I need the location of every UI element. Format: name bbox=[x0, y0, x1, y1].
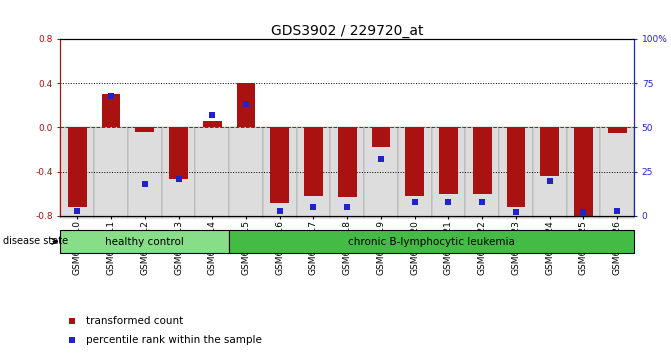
Point bbox=[241, 102, 252, 107]
Bar bbox=[499, 127, 533, 218]
Bar bbox=[405, 127, 424, 196]
Bar bbox=[169, 127, 188, 179]
Bar bbox=[398, 127, 431, 218]
Bar bbox=[608, 127, 627, 133]
Point bbox=[207, 112, 217, 118]
Bar bbox=[601, 127, 634, 218]
Bar bbox=[60, 127, 94, 218]
Text: transformed count: transformed count bbox=[86, 316, 183, 326]
Bar bbox=[94, 127, 128, 218]
Text: healthy control: healthy control bbox=[105, 236, 185, 247]
Bar bbox=[162, 127, 195, 218]
Bar bbox=[128, 127, 162, 218]
Bar bbox=[533, 127, 566, 218]
Title: GDS3902 / 229720_at: GDS3902 / 229720_at bbox=[271, 24, 423, 38]
Bar bbox=[372, 127, 391, 147]
Bar bbox=[195, 127, 229, 218]
Point bbox=[578, 210, 589, 215]
Bar bbox=[68, 127, 87, 207]
Point bbox=[511, 210, 521, 215]
Bar bbox=[338, 127, 356, 197]
Bar bbox=[431, 127, 466, 218]
Text: chronic B-lymphocytic leukemia: chronic B-lymphocytic leukemia bbox=[348, 236, 515, 247]
Point bbox=[443, 199, 454, 205]
Bar bbox=[574, 127, 592, 218]
Bar bbox=[364, 127, 398, 218]
Point bbox=[274, 208, 285, 213]
Bar bbox=[507, 127, 525, 207]
Text: disease state: disease state bbox=[3, 236, 68, 246]
Point bbox=[612, 208, 623, 213]
Text: percentile rank within the sample: percentile rank within the sample bbox=[86, 335, 262, 345]
Bar bbox=[297, 127, 330, 218]
Bar bbox=[270, 127, 289, 202]
Bar bbox=[60, 230, 229, 253]
Bar bbox=[203, 121, 221, 127]
Bar bbox=[102, 94, 120, 127]
Point bbox=[308, 204, 319, 210]
Bar bbox=[263, 127, 297, 218]
Point bbox=[105, 93, 116, 98]
Bar bbox=[566, 127, 601, 218]
Point bbox=[409, 199, 420, 205]
Bar bbox=[473, 127, 492, 194]
Point bbox=[66, 318, 77, 324]
Bar bbox=[440, 127, 458, 194]
Bar bbox=[540, 127, 559, 176]
Bar bbox=[136, 127, 154, 132]
Bar bbox=[229, 230, 634, 253]
Bar bbox=[237, 83, 255, 127]
Point bbox=[342, 204, 353, 210]
Point bbox=[72, 208, 83, 213]
Point bbox=[477, 199, 488, 205]
Bar bbox=[466, 127, 499, 218]
Point bbox=[376, 156, 386, 162]
Bar bbox=[229, 127, 263, 218]
Point bbox=[544, 178, 555, 183]
Point bbox=[173, 176, 184, 182]
Bar bbox=[330, 127, 364, 218]
Bar bbox=[304, 127, 323, 196]
Point bbox=[66, 337, 77, 343]
Point bbox=[140, 181, 150, 187]
